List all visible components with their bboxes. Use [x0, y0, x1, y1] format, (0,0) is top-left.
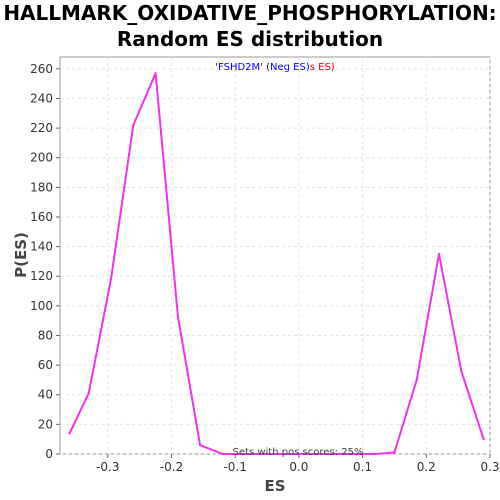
y-tick-label: 60 [38, 358, 53, 372]
data-point [437, 252, 441, 256]
y-axis-title: P(ES) [12, 232, 30, 278]
chart-title: HALLMARK_OXIDATIVE_PHOSPHORYLATION: Rand… [0, 0, 500, 52]
x-tick-label: 0.2 [417, 460, 436, 474]
data-point [198, 443, 202, 447]
data-point [109, 278, 113, 281]
x-tick-label: 0.3 [480, 460, 499, 474]
data-point [460, 369, 463, 373]
data-point [259, 452, 262, 456]
legend-prefix: 'FSHD2M' (Neg ES) [215, 62, 310, 73]
y-tick-label: 200 [30, 151, 53, 165]
data-point [316, 452, 320, 456]
y-tick-label: 180 [30, 180, 53, 194]
data-point [132, 123, 135, 127]
y-tick-label: 40 [38, 388, 53, 402]
data-point [278, 452, 281, 456]
series-layer [68, 72, 485, 456]
data-point [335, 452, 339, 456]
y-tick-label: 0 [45, 447, 53, 461]
data-point [154, 72, 157, 75]
legend: 'FSHD2M' (Neg ES)s ES) [215, 62, 335, 73]
grid [60, 57, 491, 455]
pos-scores-annotation: Sets with pos scores: 25% [233, 447, 364, 458]
x-axis-title: ES [264, 477, 285, 495]
x-tick-label: -0.1 [223, 460, 246, 474]
x-tick-label: 0.1 [353, 460, 372, 474]
x-tick-label: -0.3 [96, 460, 119, 474]
x-axis: -0.3 -0.2 -0.1 0.0 0.1 0.2 0.3 [96, 454, 500, 474]
y-tick-label: 140 [30, 240, 53, 254]
data-point [393, 451, 396, 454]
y-tick-label: 80 [38, 328, 53, 342]
y-axis: 0 20 40 60 80 100 120 140 160 180 200 220 240 260 [30, 62, 60, 461]
chart-title-line-1: HALLMARK_OXIDATIVE_PHOSPHORYLATION: [3, 1, 497, 25]
y-tick-label: 20 [38, 417, 53, 431]
y-tick-label: 240 [30, 91, 53, 105]
data-point [240, 452, 243, 456]
data-point [176, 315, 180, 318]
x-tick-label: -0.2 [160, 460, 183, 474]
data-point [221, 452, 224, 456]
data-point [374, 452, 377, 456]
data-point [355, 452, 358, 456]
y-tick-label: 120 [30, 269, 53, 283]
data-point [87, 392, 90, 395]
plot-area [59, 56, 491, 455]
data-point [68, 432, 71, 435]
x-tick-label: 0.0 [289, 460, 308, 474]
legend-suffix: s ES) [310, 62, 335, 73]
data-point [482, 437, 485, 441]
y-tick-label: 260 [30, 62, 53, 76]
y-tick-label: 220 [30, 121, 53, 135]
y-tick-label: 100 [30, 299, 53, 313]
data-point [415, 378, 418, 382]
y-tick-label: 160 [30, 210, 53, 224]
data-point [297, 452, 301, 456]
chart-title-line-2: Random ES distribution [116, 27, 384, 51]
